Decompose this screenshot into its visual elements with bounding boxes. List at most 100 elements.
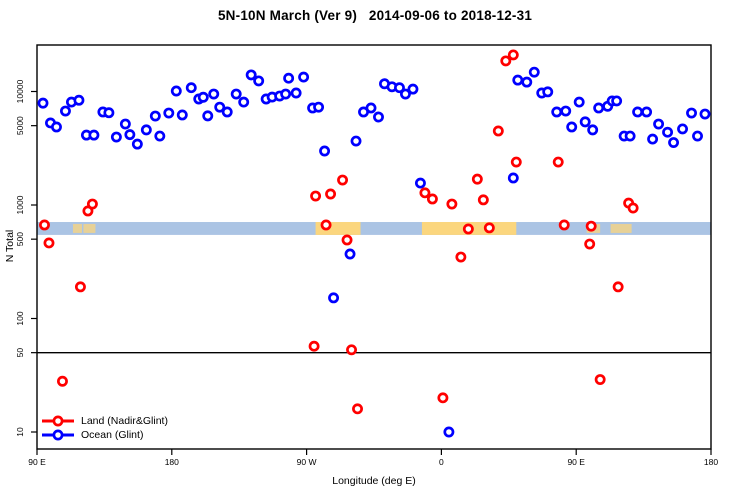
y-tick-label: 1000 <box>15 195 25 214</box>
data-point <box>587 124 599 136</box>
data-point <box>414 177 426 189</box>
data-point <box>573 96 585 108</box>
data-point <box>149 110 161 122</box>
land-series-symbol-icon <box>42 415 74 427</box>
legend-label-ocean: Ocean (Glint) <box>81 428 144 441</box>
data-point <box>37 97 49 109</box>
data-point <box>185 82 197 94</box>
data-point <box>170 85 182 97</box>
data-point <box>103 107 115 119</box>
data-point <box>624 130 636 142</box>
data-point <box>373 111 384 123</box>
data-point <box>163 107 175 119</box>
data-point <box>39 219 50 231</box>
data-point <box>337 174 348 186</box>
chart-title: 5N-10N March (Ver 9) 2014-09-06 to 2018-… <box>217 8 533 23</box>
data-point <box>43 237 55 249</box>
data-point <box>507 172 519 184</box>
data-point <box>560 105 572 117</box>
data-point <box>208 88 220 100</box>
latitude-band-land-patch <box>610 224 632 233</box>
data-point <box>510 156 522 168</box>
data-point <box>632 106 644 118</box>
data-point <box>119 118 131 130</box>
data-point <box>641 106 653 118</box>
data-point <box>611 95 623 107</box>
data-point <box>426 193 438 205</box>
data-point <box>594 374 606 385</box>
data-point <box>238 96 250 108</box>
data-point <box>320 219 332 231</box>
data-point <box>88 129 100 141</box>
data-point <box>253 75 265 87</box>
data-point <box>542 86 554 98</box>
data-point <box>365 102 377 114</box>
latitude-band-land-patch <box>83 224 96 233</box>
x-axis-title: Longitude (deg E) <box>332 475 416 487</box>
data-point <box>298 71 310 83</box>
data-point <box>477 194 489 206</box>
latitude-band-ocean <box>37 222 711 235</box>
data-point <box>584 238 596 250</box>
legend-item-land: Land (Nadir&Glint) <box>41 414 168 428</box>
data-point <box>341 234 353 246</box>
data-point <box>627 202 639 214</box>
data-point <box>500 55 512 67</box>
x-tick-label: 90 E <box>567 457 585 467</box>
data-point <box>521 76 533 88</box>
data-point <box>419 187 431 199</box>
data-point <box>197 91 209 103</box>
data-point <box>245 69 257 81</box>
data-point <box>462 223 474 235</box>
data-point <box>221 106 233 118</box>
data-point <box>310 190 322 202</box>
data-point <box>60 105 71 117</box>
legend: Land (Nadir&Glint) Ocean (Glint) <box>41 414 168 442</box>
data-point <box>400 88 411 100</box>
legend-item-ocean: Ocean (Glint) <box>41 428 168 442</box>
data-point <box>551 106 563 118</box>
data-point <box>483 222 495 234</box>
data-point <box>110 131 122 143</box>
data-point <box>280 88 292 100</box>
data-point <box>319 145 331 157</box>
data-point <box>202 110 214 122</box>
data-point <box>446 198 458 210</box>
x-tick-label: 0 <box>439 457 444 467</box>
data-point <box>558 219 570 231</box>
data-point <box>677 123 688 135</box>
data-point <box>407 83 419 95</box>
data-point <box>585 220 597 232</box>
data-point <box>692 130 703 142</box>
y-tick-label: 100 <box>15 311 25 325</box>
data-point <box>313 101 325 113</box>
data-point <box>566 121 578 133</box>
x-tick-label: 180 <box>165 457 179 467</box>
data-point <box>154 130 166 142</box>
data-point <box>57 375 68 387</box>
data-point <box>443 426 455 438</box>
x-tick-label: 90 W <box>297 457 317 467</box>
plot-frame <box>36 44 712 450</box>
data-point <box>471 173 483 185</box>
data-point <box>455 251 467 263</box>
data-point <box>492 125 504 137</box>
y-tick-label: 10000 <box>15 79 25 103</box>
x-tick-label: 90 E <box>28 457 46 467</box>
legend-label-land: Land (Nadir&Glint) <box>81 414 168 427</box>
data-point <box>140 124 152 136</box>
data-point <box>507 49 519 61</box>
data-point <box>344 248 356 260</box>
data-point <box>51 121 62 133</box>
data-point <box>593 102 605 114</box>
data-point <box>352 403 363 415</box>
data-point <box>647 133 659 145</box>
data-point <box>74 281 86 293</box>
data-point <box>214 101 226 113</box>
x-tick-label: 180 <box>704 457 718 467</box>
data-point <box>437 392 449 404</box>
ocean-series-symbol-icon <box>42 429 74 441</box>
y-tick-label: 5000 <box>15 116 25 135</box>
data-point <box>579 116 591 128</box>
